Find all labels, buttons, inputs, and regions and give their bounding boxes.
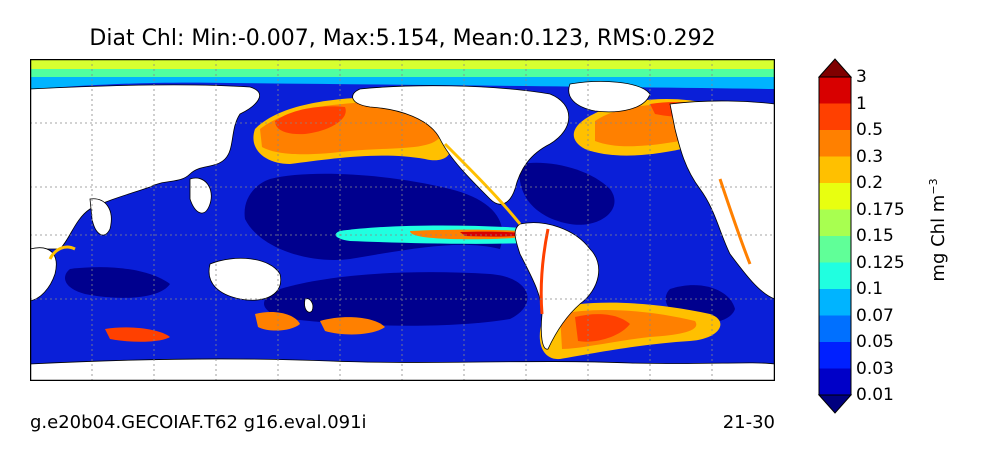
north-america bbox=[352, 85, 570, 205]
map-title: Diat Chl: Min:-0.007, Max:5.154, Mean:0.… bbox=[89, 26, 716, 51]
colorbar-units-label: mg Chl m−3 bbox=[927, 178, 949, 281]
colorbar-segment bbox=[819, 368, 851, 395]
colorbar-frame bbox=[818, 76, 852, 396]
colorbar-tick-label: 0.05 bbox=[856, 332, 894, 352]
south-america bbox=[514, 222, 599, 350]
colorbar bbox=[818, 58, 852, 414]
coastal-high-chl bbox=[48, 142, 752, 315]
colorbar-tick-label: 0.125 bbox=[856, 252, 905, 273]
colorbar-tick-label: 0.03 bbox=[856, 358, 894, 379]
southern-ocean-bloom bbox=[105, 302, 721, 360]
colorbar-extend-min bbox=[818, 394, 852, 414]
colorbar-segment bbox=[819, 236, 851, 263]
case-name-label: g.e20b04.GECOIAF.T62 g16.eval.091i bbox=[30, 412, 367, 433]
colorbar-tick-label: 0.15 bbox=[856, 226, 894, 246]
colorbar-segment bbox=[819, 77, 851, 104]
colorbar-segment bbox=[819, 262, 851, 289]
colorbar-segment bbox=[819, 103, 851, 130]
colorbar-tick-label: 0.175 bbox=[856, 199, 905, 220]
colorbar-tick-label: 0.01 bbox=[856, 385, 894, 405]
graticule bbox=[30, 59, 775, 381]
map-frame bbox=[30, 59, 775, 381]
colorbar-segment bbox=[819, 156, 851, 183]
chlorophyll-map bbox=[30, 59, 775, 381]
colorbar-segment bbox=[819, 289, 851, 316]
colorbar-extend-max bbox=[818, 58, 852, 78]
colorbar-tick-label: 0.07 bbox=[856, 305, 894, 326]
colorbar-tick-label: 1 bbox=[856, 93, 867, 114]
colorbar-segment bbox=[819, 183, 851, 210]
europe-africa-east bbox=[669, 100, 775, 300]
colorbar-segment bbox=[819, 315, 851, 342]
north-pacific-bloom bbox=[253, 97, 452, 164]
new-zealand bbox=[304, 298, 314, 313]
colorbar-segment bbox=[819, 130, 851, 157]
greenland bbox=[568, 81, 651, 113]
colorbar-segment bbox=[819, 209, 851, 236]
india bbox=[89, 198, 112, 236]
colorbar-segment bbox=[819, 342, 851, 369]
units-exponent: −3 bbox=[927, 178, 940, 195]
colorbar-tick-label: 0.3 bbox=[856, 146, 884, 167]
colorbar-tick-label: 0.2 bbox=[856, 173, 884, 193]
australia bbox=[208, 257, 282, 301]
colorbar-tick-label: 3 bbox=[856, 67, 867, 87]
colorbar-tick-label: 0.5 bbox=[856, 120, 884, 140]
colorbar-tick-label: 0.1 bbox=[856, 279, 884, 299]
units-text: mg Chl m bbox=[928, 194, 949, 282]
year-range-label: 21-30 bbox=[722, 412, 775, 433]
